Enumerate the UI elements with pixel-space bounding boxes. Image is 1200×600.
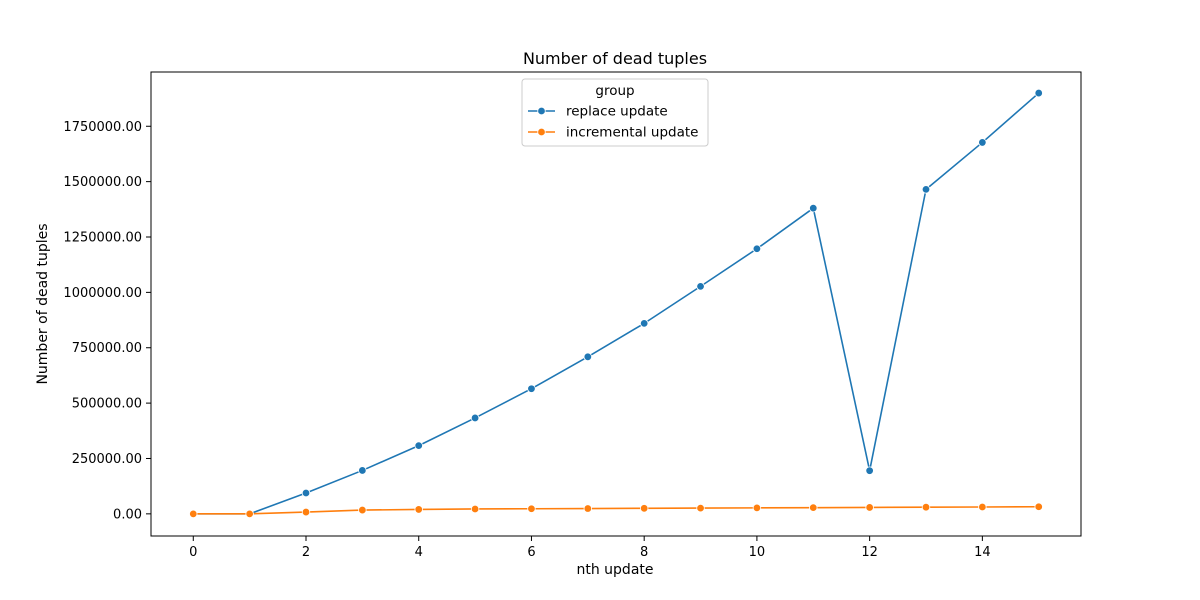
- legend-title: group: [595, 83, 634, 99]
- legend-frame: [521, 78, 709, 147]
- legend: group replace update incremental update: [521, 78, 709, 147]
- y-tick-label: 250000.00: [72, 452, 142, 467]
- y-tick-label: 500000.00: [72, 397, 142, 412]
- y-tick-label: 1000000.00: [63, 286, 142, 301]
- data-point: [921, 185, 931, 194]
- data-point: [414, 505, 423, 514]
- data-point: [865, 503, 874, 512]
- data-point: [978, 502, 987, 512]
- x-tick-label: 4: [415, 545, 423, 560]
- data-point: [696, 282, 705, 291]
- data-point: [470, 504, 480, 514]
- data-point: [358, 505, 367, 515]
- data-point: [358, 466, 367, 475]
- legend-marker: [537, 127, 546, 137]
- series-line-0: [193, 92, 1040, 515]
- plot-area: [189, 88, 1043, 519]
- y-axis: 0.00 250000.00 500000.00 750000.00 1000000.0…: [63, 120, 151, 522]
- y-tick-label: 0.00: [113, 507, 142, 522]
- data-point: [583, 504, 593, 513]
- data-point: [1034, 502, 1043, 511]
- data-point: [978, 138, 987, 147]
- y-axis-label: Number of dead tuples: [35, 223, 51, 384]
- legend-label: incremental update: [566, 125, 698, 141]
- x-axis-label: nth update: [576, 562, 653, 578]
- data-point: [1034, 88, 1043, 98]
- data-point: [921, 503, 931, 512]
- data-point: [809, 204, 818, 213]
- y-tick-label: 1500000.00: [63, 175, 142, 190]
- data-point: [809, 503, 818, 512]
- data-point: [696, 503, 705, 513]
- data-point: [414, 441, 423, 450]
- plot-frame: [150, 71, 1082, 537]
- x-axis: 0 2 4 6 8 10 12 14: [189, 536, 991, 560]
- x-tick-label: 14: [974, 545, 991, 560]
- data-point: [301, 488, 311, 498]
- y-tick-label: 1750000.00: [63, 120, 142, 135]
- data-point: [865, 466, 874, 475]
- x-tick-label: 10: [749, 545, 766, 560]
- x-tick-label: 8: [640, 545, 648, 560]
- data-point: [470, 413, 480, 423]
- y-tick-label: 1250000.00: [63, 231, 142, 246]
- data-point: [752, 503, 762, 513]
- series-line-1: [193, 505, 1039, 515]
- data-point: [527, 504, 536, 513]
- data-point: [245, 509, 254, 519]
- data-point: [639, 504, 649, 513]
- data-point: [752, 244, 762, 253]
- x-tick-label: 12: [861, 545, 878, 560]
- data-point: [527, 384, 536, 393]
- x-tick-label: 0: [189, 545, 197, 560]
- data-point: [639, 319, 649, 328]
- legend-marker: [537, 106, 546, 116]
- x-tick-label: 6: [527, 545, 535, 560]
- data-point: [189, 509, 198, 519]
- chart-title: Number of dead tuples: [523, 49, 707, 68]
- data-point: [301, 507, 311, 517]
- data-point: [583, 352, 593, 362]
- x-tick-label: 2: [302, 545, 310, 560]
- legend-label: replace update: [566, 104, 668, 120]
- y-tick-label: 750000.00: [72, 341, 142, 356]
